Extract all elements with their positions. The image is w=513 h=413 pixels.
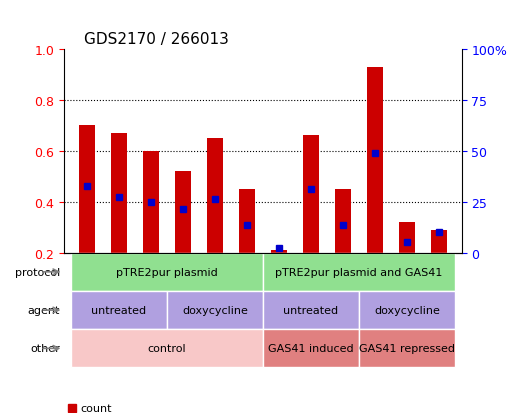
- Bar: [207, 139, 223, 253]
- Bar: [175, 172, 191, 253]
- Text: other: other: [30, 344, 60, 354]
- Text: GAS41 induced: GAS41 induced: [268, 344, 354, 354]
- Bar: [143, 151, 159, 253]
- Text: count: count: [80, 403, 111, 413]
- FancyBboxPatch shape: [263, 253, 456, 291]
- Bar: [303, 136, 319, 253]
- FancyBboxPatch shape: [70, 291, 167, 330]
- Bar: [399, 223, 415, 253]
- Text: control: control: [147, 344, 186, 354]
- FancyBboxPatch shape: [167, 291, 263, 330]
- FancyBboxPatch shape: [359, 330, 456, 368]
- Bar: [431, 230, 447, 253]
- Bar: [367, 67, 383, 253]
- FancyBboxPatch shape: [70, 330, 263, 368]
- Text: GDS2170 / 266013: GDS2170 / 266013: [84, 32, 229, 47]
- FancyBboxPatch shape: [263, 291, 359, 330]
- Text: pTRE2pur plasmid: pTRE2pur plasmid: [116, 267, 218, 277]
- Text: untreated: untreated: [91, 305, 146, 315]
- Text: pTRE2pur plasmid and GAS41: pTRE2pur plasmid and GAS41: [275, 267, 443, 277]
- Text: untreated: untreated: [284, 305, 339, 315]
- Bar: [271, 251, 287, 253]
- FancyBboxPatch shape: [263, 330, 359, 368]
- Text: agent: agent: [28, 305, 60, 315]
- Bar: [78, 126, 94, 253]
- Bar: [335, 190, 351, 253]
- Text: GAS41 repressed: GAS41 repressed: [359, 344, 455, 354]
- Text: doxycycline: doxycycline: [374, 305, 440, 315]
- FancyBboxPatch shape: [359, 291, 456, 330]
- Bar: [239, 190, 255, 253]
- Text: doxycycline: doxycycline: [182, 305, 248, 315]
- FancyBboxPatch shape: [70, 253, 263, 291]
- Text: protocol: protocol: [15, 267, 60, 277]
- Bar: [111, 133, 127, 253]
